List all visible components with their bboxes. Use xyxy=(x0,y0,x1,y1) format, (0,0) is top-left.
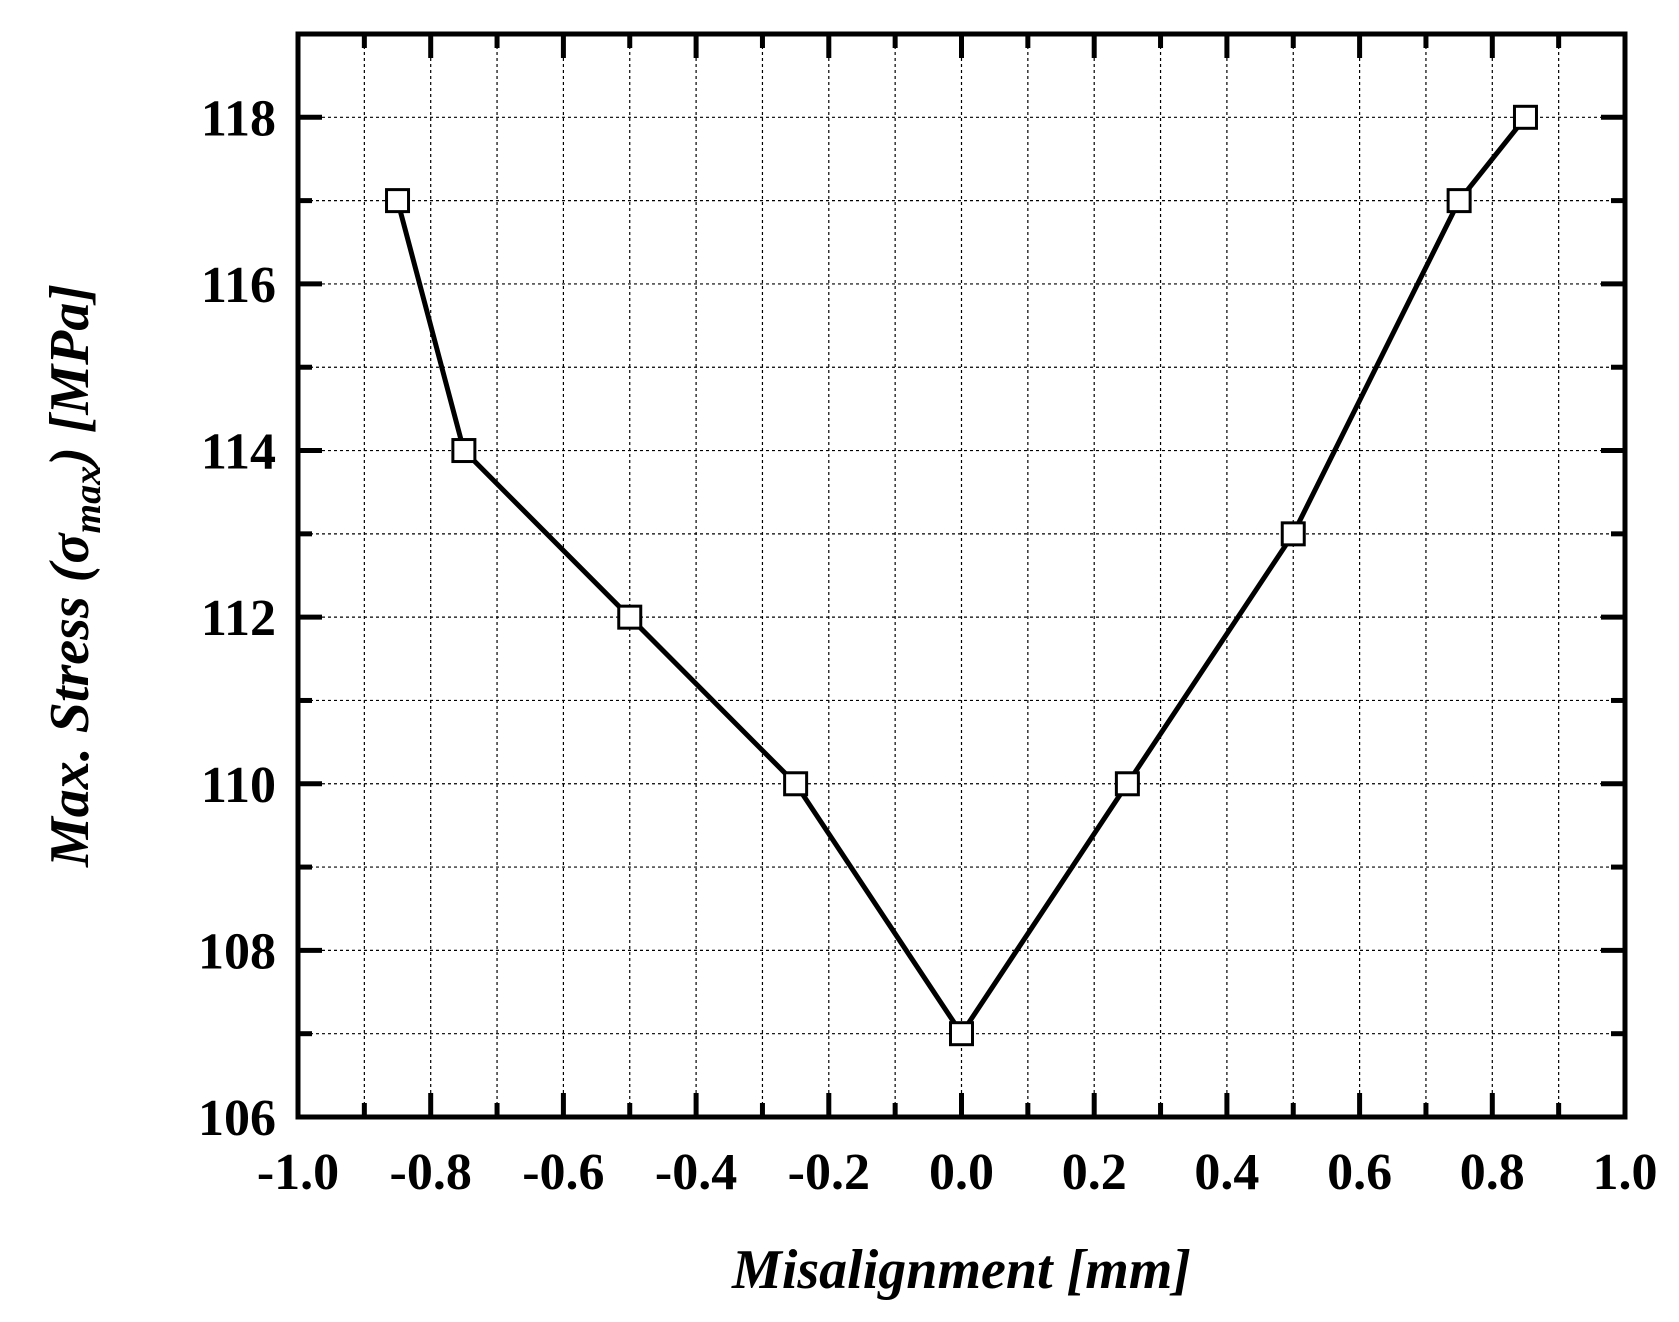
data-point-marker xyxy=(1512,104,1538,130)
data-point-marker xyxy=(949,1021,974,1047)
plot-frame xyxy=(295,31,1628,1120)
x-tick-label: -0.2 xyxy=(788,1144,870,1201)
data-point-marker xyxy=(451,438,477,464)
y-tick-label: 112 xyxy=(201,590,276,647)
y-axis-title-subscript: max xyxy=(67,466,109,534)
x-tick-label: 0.4 xyxy=(1194,1144,1259,1201)
y-tick-labels: 106 108 110 112 114 116 118 xyxy=(198,90,276,1147)
y-axis-title-symbol: σ xyxy=(39,532,101,564)
y-tick-label: 110 xyxy=(201,757,276,814)
data-point-marker xyxy=(1114,771,1140,797)
data-point-marker xyxy=(783,771,809,797)
data-point-marker xyxy=(1280,521,1306,547)
y-tick-label: 108 xyxy=(198,923,276,980)
x-tick-label: -0.8 xyxy=(390,1144,472,1201)
y-tick-label: 116 xyxy=(201,257,276,314)
x-tick-label: 0.6 xyxy=(1327,1144,1392,1201)
data-point-marker xyxy=(1446,188,1472,214)
x-axis-title: Misalignment [mm] xyxy=(731,1239,1191,1301)
x-tick-label: -0.6 xyxy=(522,1144,604,1201)
x-tick-label: 0.0 xyxy=(929,1144,994,1201)
y-tick-label: 118 xyxy=(201,90,276,147)
y-axis-title-suffix: ) [MPa] xyxy=(39,284,101,471)
x-tick-label: 1.0 xyxy=(1593,1144,1658,1201)
grid xyxy=(298,34,1625,1117)
x-tick-labels: -1.0 -0.8 -0.6 -0.4 -0.2 0.0 0.2 0.4 0.6 0.8 1.0 xyxy=(257,1144,1658,1201)
x-tick-label: 0.2 xyxy=(1062,1144,1127,1201)
x-tick-label: 0.8 xyxy=(1460,1144,1525,1201)
series xyxy=(385,104,1538,1047)
y-axis-title: Max. Stress (σmax) [MPa] xyxy=(39,284,109,868)
data-point-marker xyxy=(385,188,411,214)
x-tick-label: -1.0 xyxy=(257,1144,339,1201)
y-tick-label: 106 xyxy=(198,1090,276,1147)
data-point-marker xyxy=(617,604,643,630)
x-tick-label: -0.4 xyxy=(655,1144,737,1201)
y-axis-title-prefix: Max. Stress ( xyxy=(39,559,101,868)
y-tick-label: 114 xyxy=(201,424,276,481)
